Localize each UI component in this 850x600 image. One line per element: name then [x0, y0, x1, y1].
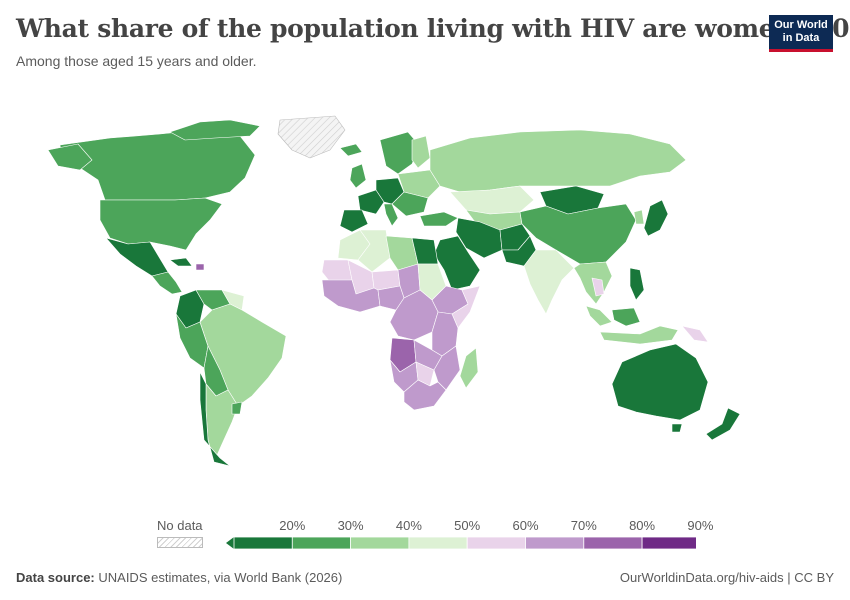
legend-swatch[interactable] — [350, 537, 410, 550]
region-cuba[interactable] — [169, 257, 193, 267]
region-thailand[interactable] — [591, 277, 605, 297]
legend-arrow-low — [226, 537, 234, 549]
legend-swatch[interactable] — [233, 537, 293, 550]
region-iran[interactable] — [455, 217, 503, 259]
region-russia[interactable] — [429, 129, 687, 193]
region-france[interactable] — [357, 189, 385, 215]
region-tasmania[interactable] — [671, 423, 683, 433]
region-malaysia[interactable] — [585, 305, 613, 327]
region-china[interactable] — [519, 203, 637, 265]
data-source: Data source: UNAIDS estimates, via World… — [16, 570, 342, 585]
legend-tick-label: 50% — [454, 518, 481, 533]
legend-tick-label: 40% — [395, 518, 422, 533]
region-haiti[interactable] — [195, 263, 205, 271]
chart-subtitle: Among those aged 15 years and older. — [16, 53, 257, 69]
world-map — [47, 115, 741, 467]
legend-tick-label: 90% — [687, 518, 714, 533]
region-uk[interactable] — [349, 163, 367, 189]
chart-title: What share of the population living with… — [16, 14, 850, 43]
legend-no-data-swatch — [157, 537, 203, 548]
region-scandinavia[interactable] — [379, 131, 421, 175]
legend-swatch[interactable] — [291, 537, 352, 550]
data-source-label: Data source: — [16, 570, 95, 585]
region-india[interactable] — [523, 249, 575, 315]
legend-tick-label: 80% — [629, 518, 656, 533]
region-japan[interactable] — [643, 199, 669, 237]
region-mauritania[interactable] — [321, 259, 353, 283]
region-australia[interactable] — [611, 343, 709, 421]
region-mexico[interactable] — [105, 237, 169, 277]
region-new-zealand[interactable] — [705, 407, 741, 441]
region-eastern-europe[interactable] — [397, 169, 441, 199]
region-indonesia-east[interactable] — [599, 325, 679, 345]
region-canada[interactable] — [59, 129, 256, 201]
region-uruguay[interactable] — [231, 401, 243, 415]
region-finland[interactable] — [411, 135, 431, 169]
source-url-link[interactable]: OurWorldinData.org/hiv-aids | CC BY — [619, 570, 834, 585]
region-iceland[interactable] — [339, 143, 363, 157]
logo-line-2: in Data — [782, 32, 820, 44]
region-philippines[interactable] — [629, 267, 645, 301]
region-chile[interactable] — [199, 371, 231, 467]
legend-tick-label: 60% — [512, 518, 539, 533]
logo-line-1: Our World — [774, 19, 828, 31]
owid-logo[interactable]: Our World in Data — [769, 15, 833, 52]
region-usa[interactable] — [99, 197, 223, 251]
region-south-africa[interactable] — [403, 379, 447, 411]
region-turkey[interactable] — [419, 211, 459, 227]
region-italy[interactable] — [383, 203, 399, 227]
legend-swatch[interactable] — [466, 537, 526, 550]
legend-tick-label: 30% — [337, 518, 364, 533]
region-balkans[interactable] — [391, 191, 429, 217]
legend-color-bar — [226, 537, 696, 550]
region-iberia[interactable] — [339, 209, 369, 233]
region-madagascar[interactable] — [459, 347, 479, 389]
legend-swatch[interactable] — [583, 537, 643, 550]
legend-tick-label: 70% — [570, 518, 597, 533]
legend-swatch[interactable] — [641, 537, 696, 550]
region-alaska[interactable] — [47, 143, 93, 171]
region-central-america[interactable] — [151, 271, 183, 295]
region-korea[interactable] — [633, 209, 645, 225]
legend-swatch[interactable] — [525, 537, 585, 550]
region-papua-new-guinea[interactable] — [681, 325, 709, 343]
region-arctic-islands[interactable] — [169, 119, 261, 141]
legend-no-data-label: No data — [157, 518, 203, 533]
region-indonesia[interactable] — [611, 307, 641, 327]
region-greenland[interactable] — [277, 115, 346, 159]
legend-swatch[interactable] — [408, 537, 468, 550]
legend-tick-label: 20% — [279, 518, 306, 533]
data-source-text: UNAIDS estimates, via World Bank (2026) — [98, 570, 343, 585]
